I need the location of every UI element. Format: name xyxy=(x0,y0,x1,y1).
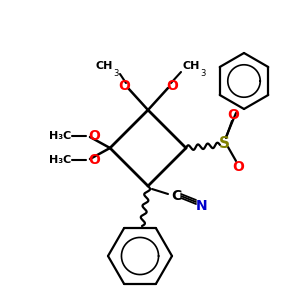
Text: CH: CH xyxy=(182,61,200,71)
Text: C: C xyxy=(171,189,181,203)
Text: 3: 3 xyxy=(113,69,118,78)
Text: CH: CH xyxy=(95,61,113,71)
Text: O: O xyxy=(88,129,100,143)
Text: H₃C: H₃C xyxy=(49,155,71,165)
Text: O: O xyxy=(227,108,239,122)
Text: O: O xyxy=(232,160,244,174)
Text: 3: 3 xyxy=(200,69,206,78)
Text: H₃C: H₃C xyxy=(49,131,71,141)
Text: S: S xyxy=(218,136,230,151)
Text: N: N xyxy=(196,199,208,213)
Text: O: O xyxy=(166,79,178,93)
Text: O: O xyxy=(118,79,130,93)
Text: O: O xyxy=(88,153,100,167)
